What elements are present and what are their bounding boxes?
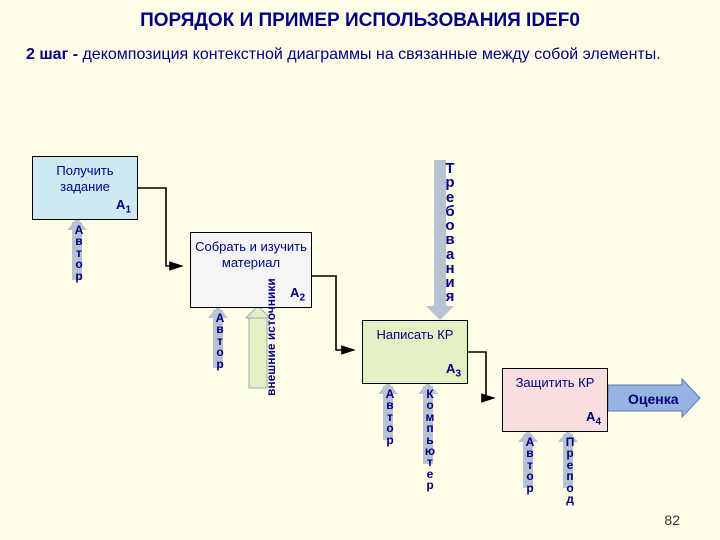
slide-subtitle: 2 шаг - декомпозиция контекстной диаграм… [26,45,686,66]
idef0-node-a2: Собрать и изучить материалА2 [190,232,312,308]
idef0-node-a3: Написать КРА3 [362,320,468,384]
control-label: Т р е б о в а н и я [443,162,457,305]
page-number: 82 [664,512,680,528]
mechanism-label: А в т о р [523,437,537,494]
mechanism-label: К о м п ь ю т е р [423,389,437,492]
subtitle-bold: 2 шаг - [26,46,78,63]
idef0-node-a4: Защитить КРА4 [502,368,608,432]
slide-background [0,0,720,540]
mechanism-label: А в т о р [72,225,86,282]
output-label: Оценка [628,391,679,407]
slide-title: ПОРЯДОК И ПРИМЕР ИСПОЛЬЗОВАНИЯ IDEF0 [0,10,720,32]
mechanism-label: А в т о р [383,389,397,446]
mechanism-label: А в т о р [213,313,227,370]
subtitle-rest: декомпозиция контекстной диаграммы на св… [78,46,661,63]
mechanism-label: внешние источники [264,278,278,396]
mechanism-label: П р е п о д [563,437,577,505]
idef0-node-a1: Получить заданиеА1 [32,156,138,220]
